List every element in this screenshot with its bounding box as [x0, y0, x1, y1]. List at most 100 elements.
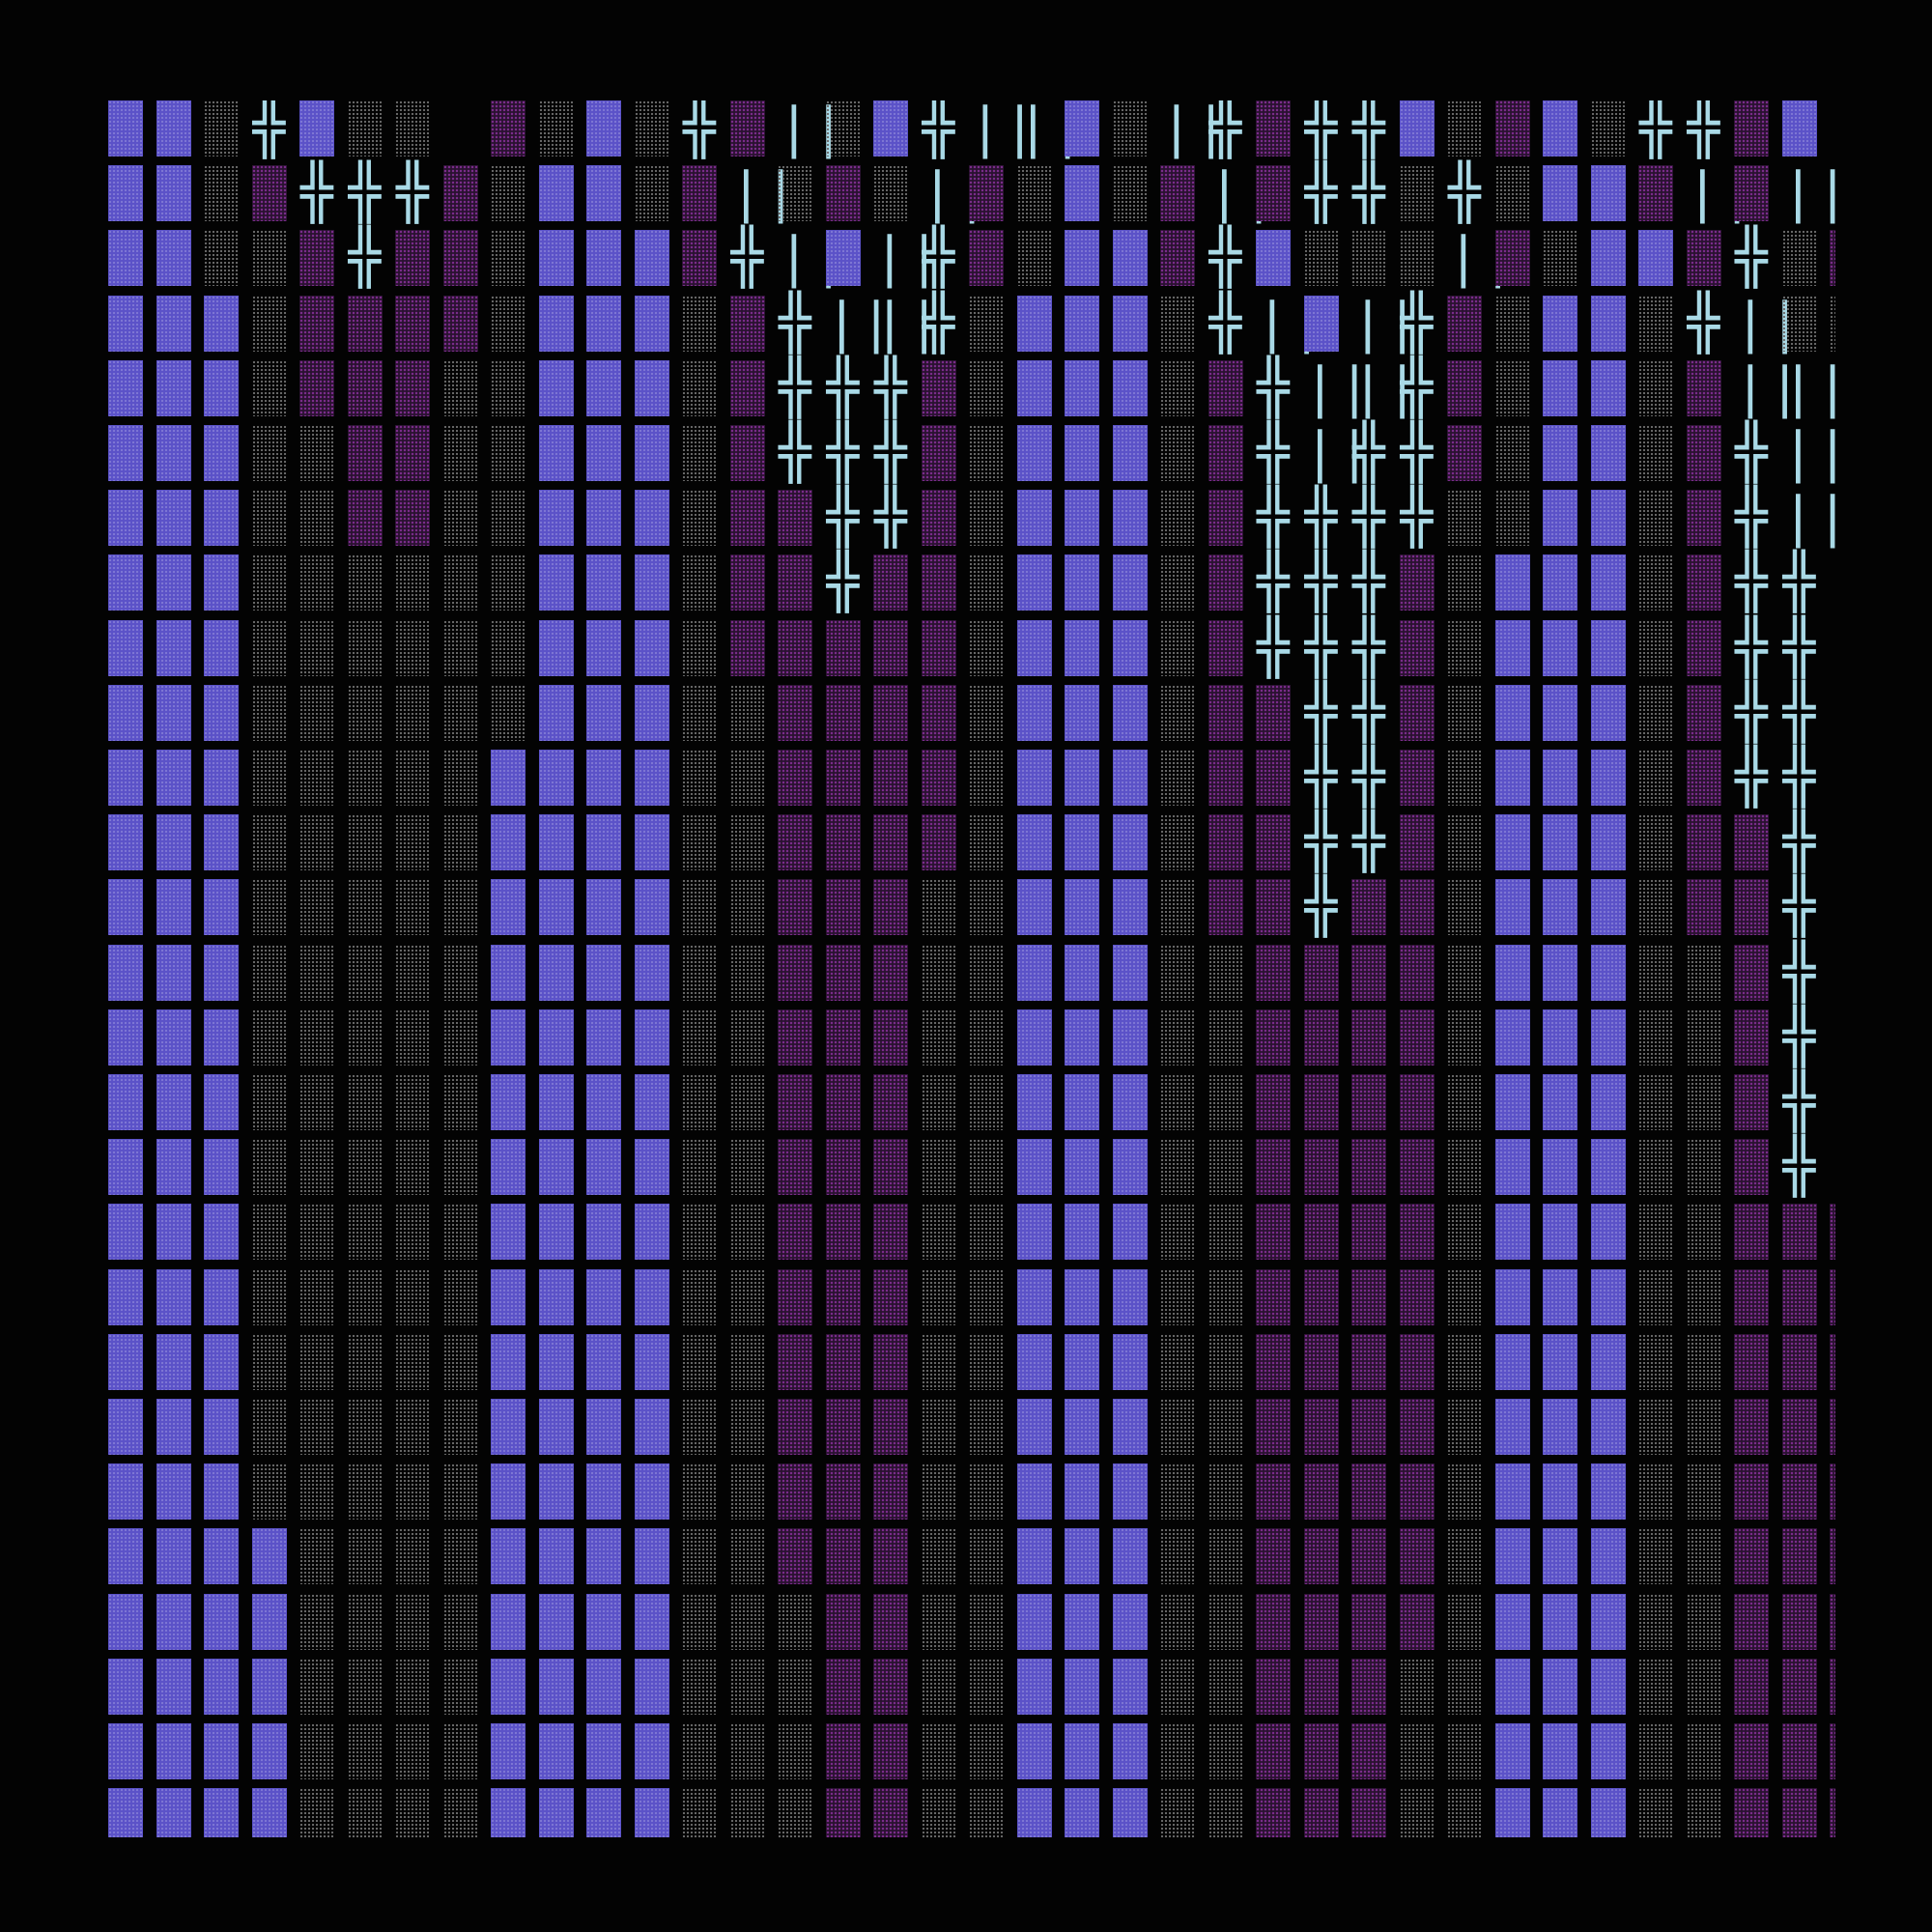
block-cell [586, 1139, 621, 1196]
block-cell [1543, 295, 1577, 352]
medium-shade-cell [1208, 814, 1243, 871]
medium-shade-cell [1303, 1333, 1339, 1390]
block-cell [586, 879, 621, 936]
medium-shade-cell [1351, 1074, 1386, 1130]
medium-shade-cell [1351, 1658, 1386, 1715]
medium-shade-cell [1686, 554, 1721, 611]
double-cross-glyph: ╬ [1735, 746, 1768, 809]
block-cell [1065, 425, 1099, 481]
medium-shade-cell [1447, 425, 1482, 481]
light-shade-cell [251, 1268, 287, 1325]
block-cell [538, 1139, 574, 1196]
block-cell [1016, 1204, 1052, 1261]
medium-shade-cell [778, 619, 812, 676]
light-shade-cell [1686, 1204, 1721, 1261]
colon-glyph: : [1830, 1139, 1835, 1195]
block-cell [1112, 1723, 1148, 1779]
block-cell [491, 1268, 526, 1325]
medium-shade-cell [1208, 554, 1243, 611]
light-shade-cell [251, 1399, 287, 1455]
block-cell [1065, 295, 1099, 352]
block-cell [1065, 490, 1099, 547]
block-cell [491, 944, 526, 1001]
light-shade-cell [682, 814, 717, 871]
light-shade-cell [921, 1268, 956, 1325]
block-cell [1494, 1528, 1530, 1585]
light-shade-cell [1686, 1528, 1721, 1585]
medium-shade-cell [873, 1333, 908, 1390]
medium-shade-cell [1256, 1074, 1291, 1130]
block-cell [1065, 554, 1099, 611]
medium-shade-cell [778, 1268, 812, 1325]
light-shade-cell [395, 554, 430, 611]
light-shade-cell [442, 1268, 478, 1325]
block-cell [156, 944, 191, 1001]
medium-shade-cell [969, 230, 1004, 287]
light-shade-cell [1208, 1204, 1243, 1261]
double-bar-glyph: || [1303, 355, 1373, 419]
block-cell [491, 814, 526, 871]
block-cell [1112, 1658, 1148, 1715]
medium-shade-cell [873, 1723, 908, 1779]
medium-shade-cell [1303, 1658, 1339, 1715]
light-shade-cell [729, 1658, 765, 1715]
light-shade-cell [729, 879, 765, 936]
light-shade-cell [1638, 1463, 1673, 1520]
light-shade-cell [347, 1399, 383, 1455]
medium-shade-cell [1208, 619, 1243, 676]
block-cell [1590, 684, 1626, 741]
medium-shade-cell [1781, 1658, 1817, 1715]
block-cell [156, 1333, 191, 1390]
medium-shade-cell [825, 1528, 861, 1585]
medium-shade-cell [299, 230, 334, 287]
medium-shade-cell [1734, 1204, 1769, 1261]
double-cross-glyph: ╬ [1304, 875, 1338, 939]
double-cross-glyph: ╬ [826, 355, 860, 419]
block-cell [491, 1463, 526, 1520]
light-shade-cell [682, 554, 717, 611]
light-shade-cell [682, 1074, 717, 1130]
block-cell [204, 619, 239, 676]
medium-shade-cell [1686, 359, 1721, 416]
light-shade-cell [1160, 750, 1195, 806]
light-shade-cell [1447, 1333, 1482, 1390]
block-cell [1543, 619, 1577, 676]
block-cell [538, 879, 574, 936]
block-cell [204, 1268, 239, 1325]
light-shade-cell [395, 1074, 430, 1130]
medium-shade-cell [299, 295, 334, 352]
block-cell [538, 1788, 574, 1837]
light-shade-cell [778, 1658, 812, 1715]
block-cell [1590, 1204, 1626, 1261]
block-cell [156, 1139, 191, 1196]
light-shade-cell [1399, 1788, 1435, 1837]
block-cell [108, 1528, 143, 1585]
block-cell [586, 100, 621, 156]
colon-glyph: : [1830, 879, 1835, 935]
light-shade-cell [299, 1074, 334, 1130]
medium-shade-cell [1256, 1009, 1291, 1065]
double-cross-glyph: ╬ [1687, 100, 1720, 159]
block-cell [1590, 1723, 1626, 1779]
block-cell [299, 100, 334, 156]
block-cell [634, 684, 669, 741]
block-cell [108, 1399, 143, 1455]
block-cell [108, 619, 143, 676]
medium-shade-cell [1303, 1204, 1339, 1261]
light-shade-cell [442, 1788, 478, 1837]
medium-shade-cell [1256, 1593, 1291, 1650]
medium-shade-cell [1830, 1399, 1835, 1455]
block-cell [1065, 1593, 1099, 1650]
block-cell [538, 750, 574, 806]
light-shade-cell [729, 1723, 765, 1779]
light-shade-cell [347, 684, 383, 741]
block-cell [1065, 100, 1099, 156]
medium-shade-cell [1734, 1528, 1769, 1585]
block-cell [1543, 359, 1577, 416]
medium-shade-cell [921, 814, 956, 871]
light-shade-cell [1208, 1268, 1243, 1325]
block-cell [204, 1658, 239, 1715]
block-cell [634, 230, 669, 287]
light-shade-cell [299, 1528, 334, 1585]
medium-shade-cell [873, 619, 908, 676]
